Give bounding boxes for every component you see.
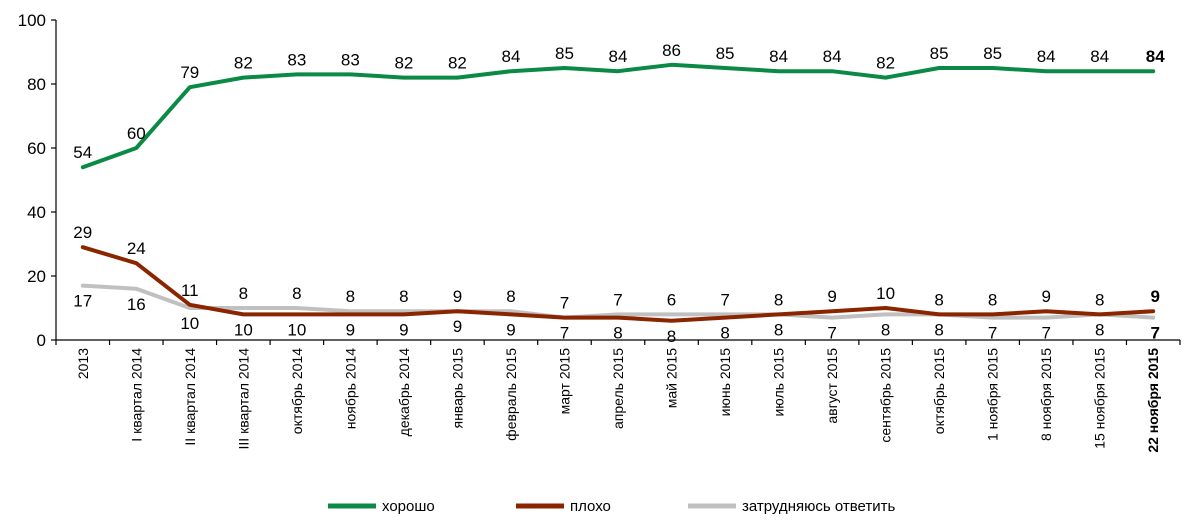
data-label-ploho: 8 xyxy=(934,290,943,309)
data-label-zatrudnyayus: 7 xyxy=(1041,324,1050,343)
data-label-zatrudnyayus: 8 xyxy=(667,327,676,346)
x-category-label: 2013 xyxy=(75,348,91,379)
data-label-zatrudnyayus: 7 xyxy=(827,324,836,343)
data-label-zatrudnyayus: 8 xyxy=(613,324,622,343)
data-label-horosho: 85 xyxy=(983,44,1002,63)
y-tick-label: 80 xyxy=(27,75,46,94)
legend-label: затрудняюсь ответить xyxy=(742,498,895,515)
data-label-zatrudnyayus: 8 xyxy=(720,324,729,343)
x-category-label: 15 ноября 2015 xyxy=(1092,348,1108,449)
data-label-zatrudnyayus: 7 xyxy=(988,324,997,343)
legend-label: хорошо xyxy=(382,498,435,515)
data-label-ploho: 7 xyxy=(560,294,569,313)
data-label-ploho: 8 xyxy=(988,290,997,309)
y-tick-label: 20 xyxy=(27,267,46,286)
data-label-ploho: 9 xyxy=(1151,287,1160,306)
x-category-label: 22 ноября 2015 xyxy=(1145,348,1161,453)
x-category-label: декабрь 2014 xyxy=(396,348,412,437)
data-label-zatrudnyayus: 8 xyxy=(1095,320,1104,339)
data-label-horosho: 82 xyxy=(234,54,253,73)
data-label-horosho: 84 xyxy=(769,47,788,66)
data-label-horosho: 85 xyxy=(716,44,735,63)
x-category-label: октябрь 2015 xyxy=(931,348,947,434)
series-line-3 xyxy=(80,283,1156,320)
x-category-label: сентябрь 2015 xyxy=(878,348,894,443)
data-label-zatrudnyayus: 7 xyxy=(560,324,569,343)
x-category-label: II квартал 2014 xyxy=(182,348,198,446)
data-label-zatrudnyayus: 10 xyxy=(287,320,306,339)
x-category-label: 1 ноября 2015 xyxy=(985,348,1001,441)
data-label-horosho: 84 xyxy=(1146,47,1165,66)
x-category-label: июнь 2015 xyxy=(717,348,733,417)
data-label-horosho: 83 xyxy=(341,50,360,69)
x-category-label: ноябрь 2014 xyxy=(342,348,358,429)
data-label-horosho: 83 xyxy=(287,50,306,69)
data-label-horosho: 84 xyxy=(1090,47,1109,66)
data-label-horosho: 54 xyxy=(73,143,92,162)
data-label-horosho: 86 xyxy=(662,41,681,60)
y-tick-label: 0 xyxy=(37,331,46,350)
data-label-ploho: 7 xyxy=(720,290,729,309)
data-label-horosho: 82 xyxy=(876,54,895,73)
data-label-horosho: 85 xyxy=(555,44,574,63)
data-label-zatrudnyayus: 8 xyxy=(881,320,890,339)
data-label-horosho: 84 xyxy=(501,47,520,66)
data-label-horosho: 84 xyxy=(823,47,842,66)
data-label-ploho: 29 xyxy=(73,223,92,242)
data-label-zatrudnyayus: 7 xyxy=(1151,324,1160,343)
x-category-label: январь 2015 xyxy=(449,348,465,429)
x-category-label: октябрь 2014 xyxy=(289,348,305,434)
x-category-label: август 2015 xyxy=(824,348,840,424)
data-label-ploho: 9 xyxy=(453,287,462,306)
data-label-ploho: 8 xyxy=(292,284,301,303)
data-label-horosho: 85 xyxy=(930,44,949,63)
data-label-ploho: 8 xyxy=(399,287,408,306)
x-category-label: I квартал 2014 xyxy=(128,348,144,442)
data-label-ploho: 9 xyxy=(827,287,836,306)
data-label-horosho: 82 xyxy=(448,54,467,73)
x-category-label: апрель 2015 xyxy=(610,348,626,429)
data-label-zatrudnyayus: 9 xyxy=(346,320,355,339)
series-line-2 xyxy=(80,245,1156,323)
y-tick-label: 60 xyxy=(27,139,46,158)
data-label-ploho: 11 xyxy=(181,281,199,300)
data-label-ploho: 8 xyxy=(1095,290,1104,309)
x-category-label: март 2015 xyxy=(556,348,572,415)
data-label-ploho: 8 xyxy=(506,287,515,306)
data-label-horosho: 84 xyxy=(1037,47,1056,66)
data-label-zatrudnyayus: 17 xyxy=(73,292,92,311)
series-line-1 xyxy=(80,62,1156,170)
data-label-ploho: 10 xyxy=(876,284,895,303)
data-label-horosho: 82 xyxy=(394,54,413,73)
data-label-ploho: 8 xyxy=(774,290,783,309)
data-label-horosho: 84 xyxy=(609,47,628,66)
data-label-zatrudnyayus: 9 xyxy=(453,317,462,336)
data-label-zatrudnyayus: 10 xyxy=(234,320,253,339)
x-category-label: июль 2015 xyxy=(771,348,787,417)
data-label-zatrudnyayus: 8 xyxy=(934,320,943,339)
data-label-ploho: 8 xyxy=(239,284,248,303)
data-label-zatrudnyayus: 10 xyxy=(180,314,199,333)
data-label-ploho: 24 xyxy=(127,239,146,258)
data-label-zatrudnyayus: 9 xyxy=(506,320,515,339)
y-tick-label: 100 xyxy=(18,11,46,30)
legend-label: плохо xyxy=(570,498,611,515)
data-label-ploho: 9 xyxy=(1041,287,1050,306)
data-label-ploho: 6 xyxy=(667,290,676,309)
x-category-label: 8 ноября 2015 xyxy=(1038,348,1054,441)
data-label-zatrudnyayus: 9 xyxy=(399,320,408,339)
x-category-label: февраль 2015 xyxy=(503,348,519,441)
data-label-horosho: 79 xyxy=(180,63,199,82)
data-label-ploho: 7 xyxy=(613,290,622,309)
data-label-horosho: 60 xyxy=(127,124,146,143)
data-label-zatrudnyayus: 16 xyxy=(127,295,146,314)
x-category-label: май 2015 xyxy=(664,348,680,408)
data-label-zatrudnyayus: 8 xyxy=(774,320,783,339)
y-tick-label: 40 xyxy=(27,203,46,222)
data-label-ploho: 8 xyxy=(346,287,355,306)
x-category-label: III квартал 2014 xyxy=(235,348,251,450)
